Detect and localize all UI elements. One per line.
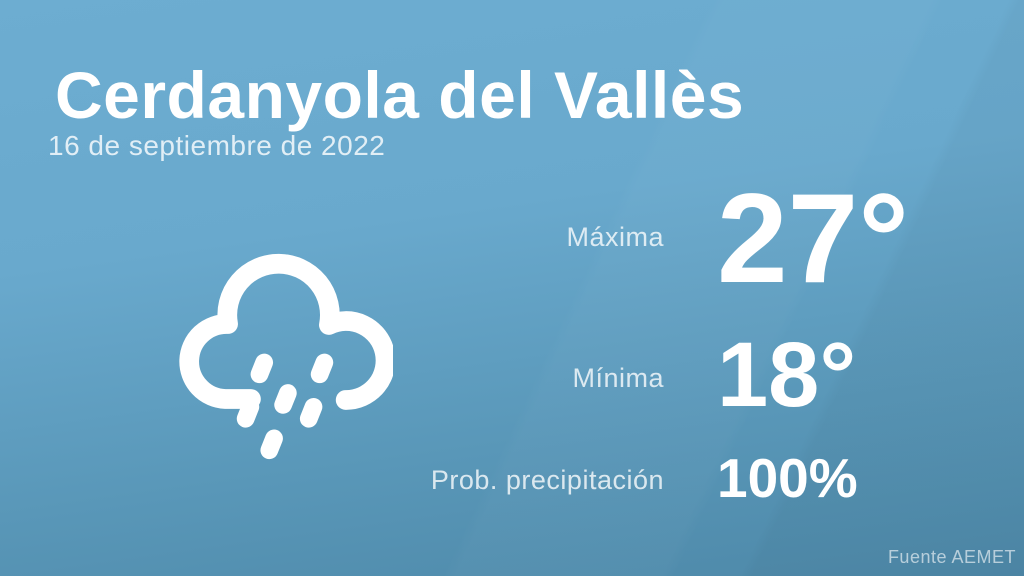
page-title: Cerdanyola del Vallès bbox=[55, 58, 745, 132]
date-subtitle: 16 de septiembre de 2022 bbox=[48, 130, 386, 161]
source-attribution: Fuente AEMET bbox=[887, 547, 1016, 567]
metric-label-minima: Mínima bbox=[572, 363, 664, 393]
cloud-rain-icon bbox=[176, 252, 396, 469]
max-temp-value: 27° bbox=[717, 167, 910, 309]
metric-label-maxima: Máxima bbox=[566, 222, 664, 252]
min-temp-value: 18° bbox=[717, 324, 857, 426]
precipitation-value: 100% bbox=[717, 447, 858, 509]
metric-label-precipitation: Prob. precipitación bbox=[430, 465, 664, 495]
